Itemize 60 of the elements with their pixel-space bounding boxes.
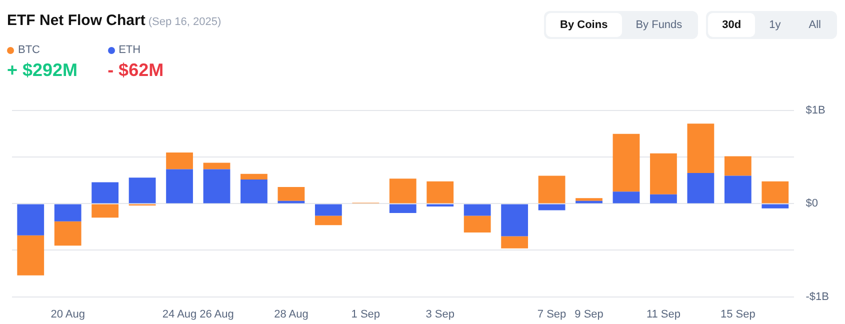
- bar: [650, 194, 677, 204]
- bar: [203, 162, 230, 170]
- bar: [128, 178, 156, 204]
- text: By Funds: [634, 18, 684, 33]
- bar: [54, 204, 82, 222]
- bar: [650, 153, 677, 194]
- y-tick-label: -$1B: [806, 290, 830, 303]
- bar: [612, 192, 640, 204]
- bar: [54, 221, 82, 246]
- bar: [314, 216, 342, 226]
- bar: [278, 186, 305, 201]
- bar: [92, 204, 119, 218]
- text: + $292M: [7, 60, 78, 81]
- bar: [464, 216, 491, 233]
- bar: [724, 156, 752, 176]
- x-tick-label: 7 Sep: [537, 308, 566, 320]
- x-tick-label: 1 Sep: [351, 308, 380, 320]
- text: - $62M: [108, 60, 164, 81]
- x-tick-label: 28 Aug: [274, 308, 308, 320]
- legend-label: BTC: [18, 44, 40, 56]
- bar: [724, 176, 752, 204]
- x-tick-label: 24 Aug: [162, 308, 197, 320]
- bar: [576, 198, 602, 201]
- bar: [538, 176, 566, 204]
- x-tick-label: 3 Sep: [426, 308, 454, 320]
- y-tick-label: $1B: [806, 104, 826, 117]
- bar: [762, 204, 789, 208]
- text: By Coins: [546, 13, 622, 37]
- bar: [166, 152, 193, 170]
- bar: [501, 236, 528, 248]
- bar: [538, 204, 566, 210]
- bar: [389, 178, 416, 204]
- bar: [612, 134, 640, 192]
- bar: [687, 124, 714, 173]
- chart-subtitle: (Sep 16, 2025): [148, 16, 222, 28]
- bar: [426, 181, 454, 204]
- bar: [17, 204, 44, 236]
- bar: [687, 172, 714, 204]
- x-tick-label: 15 Sep: [720, 308, 756, 320]
- x-tick-label: 26 Aug: [200, 308, 234, 320]
- bar: [762, 181, 789, 204]
- text: All: [808, 18, 822, 33]
- bar: [17, 235, 44, 276]
- x-tick-label: 9 Sep: [574, 308, 604, 320]
- bar: [240, 179, 268, 204]
- bar: [464, 204, 491, 216]
- bar: [92, 182, 119, 204]
- chart-title: ETF Net Flow Chart: [7, 12, 146, 29]
- bar: [389, 204, 416, 214]
- x-tick-label: 11 Sep: [646, 308, 680, 320]
- bar: [501, 204, 528, 236]
- y-tick-label: $0: [806, 198, 818, 210]
- bar: [314, 204, 342, 216]
- text: 30d: [708, 13, 756, 37]
- legend-label: ETH: [118, 44, 141, 56]
- bar: [166, 169, 193, 204]
- x-tick-label: 20 Aug: [50, 308, 85, 320]
- bar: [240, 174, 268, 180]
- text: 1y: [768, 18, 782, 33]
- bar: [203, 169, 230, 204]
